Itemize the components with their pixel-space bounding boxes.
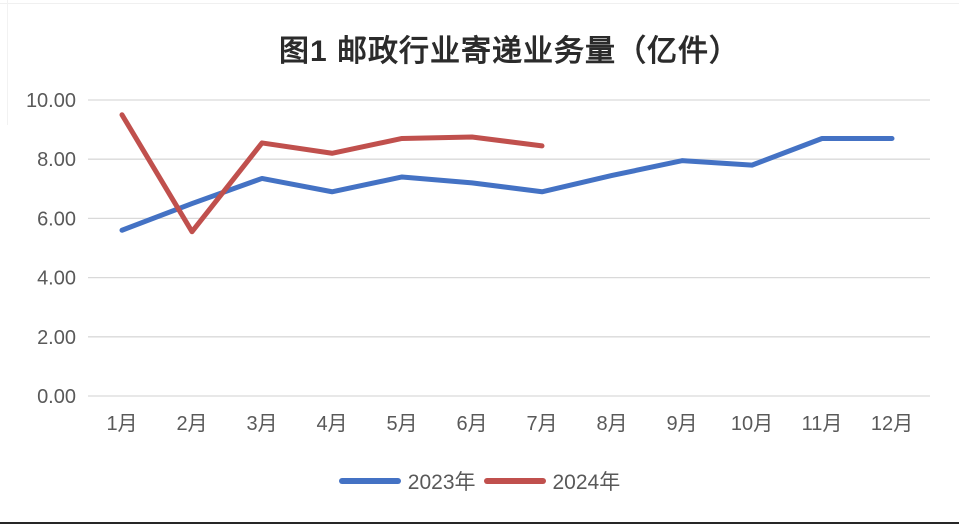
y-axis-tick-label: 4.00: [37, 268, 76, 290]
x-axis-tick-label: 10月: [731, 413, 773, 435]
x-axis-tick-label: 3月: [246, 413, 277, 435]
x-axis-tick-label: 8月: [596, 413, 627, 435]
chart-legend: 2023年 2024年: [0, 466, 959, 496]
y-axis-tick-label: 2.00: [37, 327, 76, 349]
x-axis-tick-label: 2月: [176, 413, 207, 435]
y-axis-tick-label: 10.00: [26, 90, 76, 112]
image-bottom-border: [0, 522, 959, 524]
faint-left-rule: [7, 0, 8, 125]
faint-top-rule: [0, 3, 959, 4]
series-line-2024年: [119, 112, 545, 235]
x-axis-tick-label: 7月: [526, 413, 557, 435]
legend-label: 2023年: [407, 471, 476, 494]
x-axis-tick-label: 1月: [106, 413, 137, 435]
legend-item: 2023年: [338, 466, 476, 496]
y-axis-tick-label: 6.00: [37, 208, 76, 230]
legend-item: 2024年: [483, 466, 621, 496]
x-axis-tick-label: 4月: [316, 413, 347, 435]
y-axis-tick-label: 8.00: [37, 149, 76, 171]
x-axis-tick-label: 11月: [802, 413, 843, 435]
y-axis-tick-label: 0.00: [37, 386, 76, 408]
x-axis-tick-label: 12月: [871, 413, 913, 435]
series-line-2023年: [119, 135, 895, 233]
legend-line-swatch: [338, 478, 401, 484]
x-axis-tick-label: 5月: [386, 413, 417, 435]
legend-line-swatch: [483, 478, 546, 484]
x-axis-tick-label: 9月: [666, 413, 697, 435]
x-axis-tick-label: 6月: [456, 413, 487, 435]
legend-label: 2024年: [552, 471, 621, 494]
chart-title: 图1 邮政行业寄递业务量（亿件）: [278, 35, 741, 68]
